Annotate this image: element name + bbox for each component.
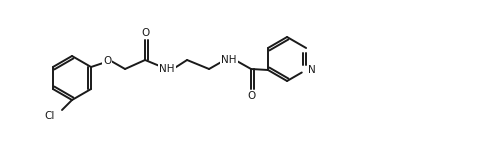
Text: O: O (141, 28, 149, 38)
Text: Cl: Cl (45, 111, 55, 121)
Text: NH: NH (159, 64, 175, 74)
Text: O: O (103, 56, 111, 66)
Text: N: N (308, 65, 316, 75)
Text: NH: NH (221, 55, 237, 65)
Text: O: O (247, 91, 255, 101)
